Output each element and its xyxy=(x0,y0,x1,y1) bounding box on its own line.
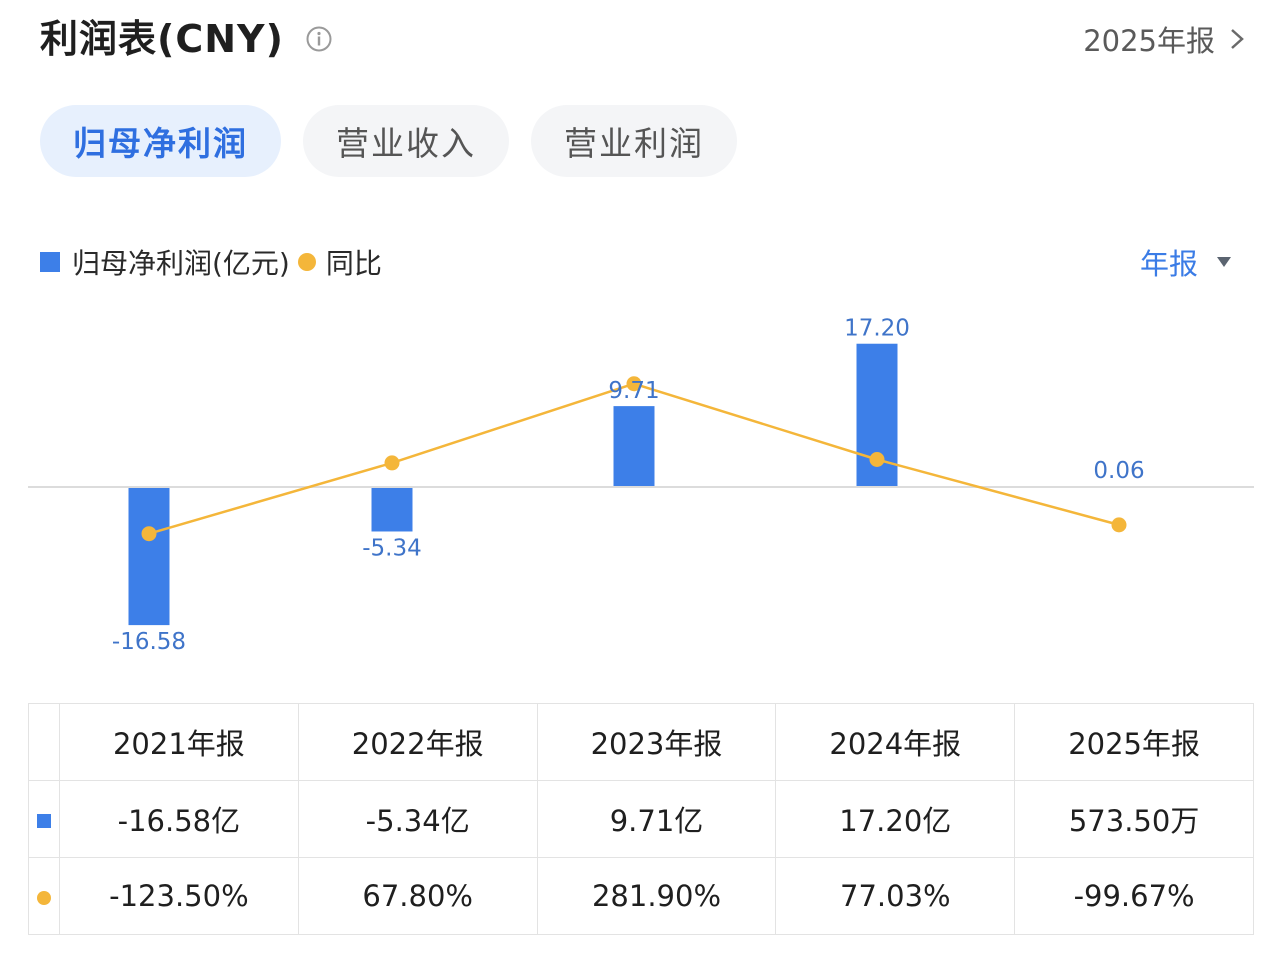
bar-legend-label: 归母净利润(亿元) xyxy=(72,247,290,280)
table-header-cell: 2025年报 xyxy=(1014,703,1254,781)
yoy-point-2025年报[interactable] xyxy=(1111,517,1127,533)
chart-legend: 归母净利润(亿元) 同比 xyxy=(40,240,382,284)
report-period-label: 2025年报 xyxy=(1083,24,1215,58)
info-icon[interactable] xyxy=(306,26,332,52)
table-cell: 573.50万 xyxy=(1014,780,1254,858)
bar-legend-swatch xyxy=(40,252,60,272)
line-marker-icon xyxy=(37,891,51,905)
yoy-point-2023年报[interactable] xyxy=(626,376,642,392)
bar-2021年报[interactable] xyxy=(128,487,170,626)
metric-tabs: 归母净利润 营业收入 营业利润 xyxy=(40,105,737,177)
table-header-cell: 2023年报 xyxy=(536,703,777,781)
data-table: 2021年报 2022年报 2023年报 2024年报 2025年报 -16.5… xyxy=(28,703,1254,935)
bar-value-label: -16.58 xyxy=(112,629,186,655)
table-header-row: 2021年报 2022年报 2023年报 2024年报 2025年报 xyxy=(28,703,1254,781)
header: 利润表(CNY) 2025年报 xyxy=(40,14,1245,64)
tab-revenue[interactable]: 营业收入 xyxy=(303,105,509,177)
period-dropdown-label: 年报 xyxy=(1139,247,1198,281)
bar-value-label: 17.20 xyxy=(844,316,910,342)
table-header-cell: 2022年报 xyxy=(297,703,538,781)
line-layer xyxy=(141,376,1127,542)
line-legend-swatch xyxy=(297,253,316,271)
bar-2022年报[interactable] xyxy=(371,487,413,532)
bar-value-label: -5.34 xyxy=(362,535,422,561)
table-cell: -16.58亿 xyxy=(59,780,299,858)
table-cell: -5.34亿 xyxy=(297,780,538,858)
yoy-point-2024年报[interactable] xyxy=(869,451,885,467)
yoy-row-marker xyxy=(28,857,60,935)
yoy-point-2022年报[interactable] xyxy=(384,455,400,471)
chevron-right-icon xyxy=(1231,29,1244,49)
report-period-link[interactable]: 2025年报 xyxy=(1083,14,1245,64)
labels-layer: -16.58 -5.34 9.71 17.20 0.06 xyxy=(112,316,1145,655)
tab-net-profit[interactable]: 归母净利润 xyxy=(40,105,281,177)
bar-2023年报[interactable] xyxy=(613,406,655,487)
table-header-cell: 2021年报 xyxy=(59,703,299,781)
table-row-yoy: -123.50% 67.80% 281.90% 77.03% -99.67% xyxy=(28,857,1254,935)
table-cell: 67.80% xyxy=(297,857,538,935)
table-row-profit: -16.58亿 -5.34亿 9.71亿 17.20亿 573.50万 xyxy=(28,780,1254,858)
bar-marker-icon xyxy=(37,814,51,828)
caret-down-icon xyxy=(1217,257,1231,267)
table-cell: 281.90% xyxy=(536,857,777,935)
table-cell: 77.03% xyxy=(775,857,1016,935)
profit-chart: -16.58 -5.34 9.71 17.20 0.06 xyxy=(28,316,1254,655)
bar-value-label: 0.06 xyxy=(1093,458,1144,484)
page-title: 利润表(CNY) xyxy=(40,17,284,61)
bar-value-label: 9.71 xyxy=(608,378,659,404)
yoy-point-2021年报[interactable] xyxy=(141,526,157,542)
tab-operating-profit[interactable]: 营业利润 xyxy=(531,105,737,177)
table-corner-cell xyxy=(28,703,60,781)
line-legend-label: 同比 xyxy=(325,247,382,280)
table-cell: -99.67% xyxy=(1014,857,1254,935)
period-dropdown[interactable]: 年报 xyxy=(1140,240,1232,284)
table-cell: -123.50% xyxy=(59,857,299,935)
table-header-cell: 2024年报 xyxy=(775,703,1016,781)
table-cell: 17.20亿 xyxy=(775,780,1016,858)
profit-row-marker xyxy=(28,780,60,858)
table-cell: 9.71亿 xyxy=(536,780,777,858)
